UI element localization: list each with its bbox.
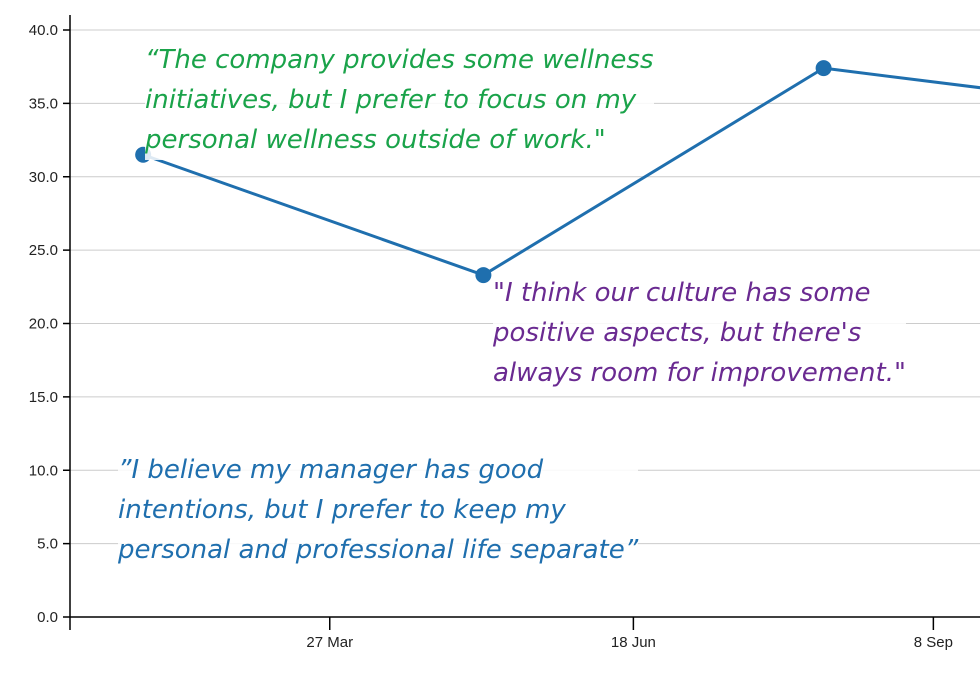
data-point <box>815 60 832 77</box>
y-tick-label: 5.0 <box>37 536 58 553</box>
y-tick-label: 10.0 <box>29 462 58 479</box>
y-tick-label: 30.0 <box>29 169 58 186</box>
y-tick-label: 35.0 <box>29 95 58 112</box>
y-tick-label: 40.0 <box>29 22 58 39</box>
y-axis-ticks: 0.0 5.0 10.0 15.0 20.0 25.0 30.0 35.0 40.0 <box>29 22 70 626</box>
y-tick-label: 25.0 <box>29 242 58 259</box>
annotation-manager: ”I believe my manager has good intention… <box>118 450 639 570</box>
axes <box>69 15 980 618</box>
x-tick-label: 18 Jun <box>611 634 656 651</box>
y-tick-label: 20.0 <box>29 316 58 333</box>
y-tick-label: 0.0 <box>37 609 58 626</box>
x-tick-label: 27 Mar <box>306 634 353 651</box>
x-axis-ticks: 27 Mar 18 Jun 8 Sep <box>69 617 953 651</box>
annotation-wellness: “The company provides some wellness init… <box>145 40 654 160</box>
annotation-culture: "I think our culture has some positive a… <box>493 273 906 393</box>
x-tick-label: 8 Sep <box>914 634 953 651</box>
y-tick-label: 15.0 <box>29 389 58 406</box>
data-point <box>475 267 492 284</box>
series-line <box>142 66 980 277</box>
